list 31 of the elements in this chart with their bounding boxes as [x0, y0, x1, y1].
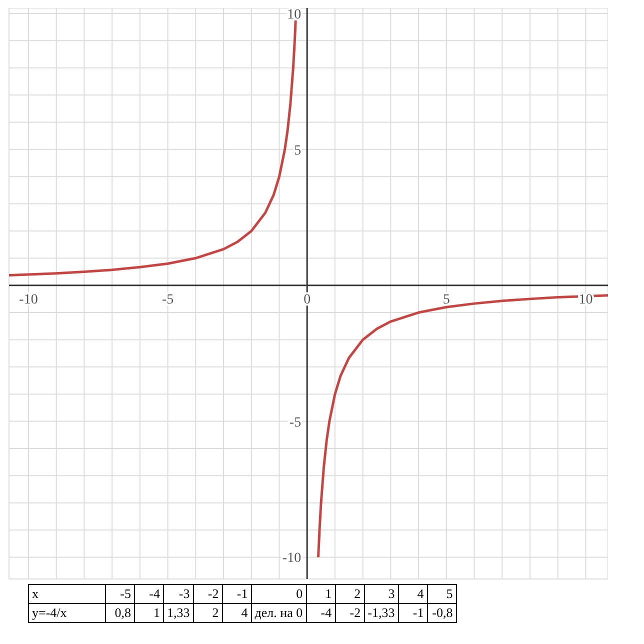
text: 4 — [398, 584, 428, 604]
text: -1 — [222, 584, 252, 604]
text: x — [28, 584, 106, 604]
text: дел. на 0 — [251, 604, 306, 622]
text: 0,8 — [106, 604, 134, 622]
text: -2 — [193, 584, 222, 604]
y-tick-label: 5 — [294, 143, 302, 158]
text: -4 — [306, 604, 336, 622]
text: -1 — [398, 604, 428, 622]
y-tick-label: -5 — [289, 415, 302, 430]
text: 3 — [364, 584, 398, 604]
x-tick-label: -5 — [162, 292, 174, 308]
y-tick-label: -10 — [282, 551, 302, 566]
text: 1 — [134, 604, 164, 622]
text: -2 — [335, 604, 364, 622]
text: -3 — [164, 584, 194, 604]
y-tick-label: 10 — [287, 7, 302, 22]
x-tick-label: -10 — [19, 292, 38, 308]
text: y=-4/x — [28, 604, 106, 622]
text: -4 — [134, 584, 164, 604]
text: 1 — [306, 584, 336, 604]
text: 0 — [251, 584, 306, 604]
text: 2 — [335, 584, 364, 604]
text: 5 — [427, 584, 456, 604]
text: -1,33 — [364, 604, 398, 622]
text: 1,33 — [164, 604, 194, 622]
text: 4 — [222, 604, 252, 622]
x-tick-label: 5 — [442, 292, 450, 308]
text: -5 — [106, 584, 134, 604]
text: 2 — [193, 604, 222, 622]
text: -0,8 — [427, 604, 456, 622]
